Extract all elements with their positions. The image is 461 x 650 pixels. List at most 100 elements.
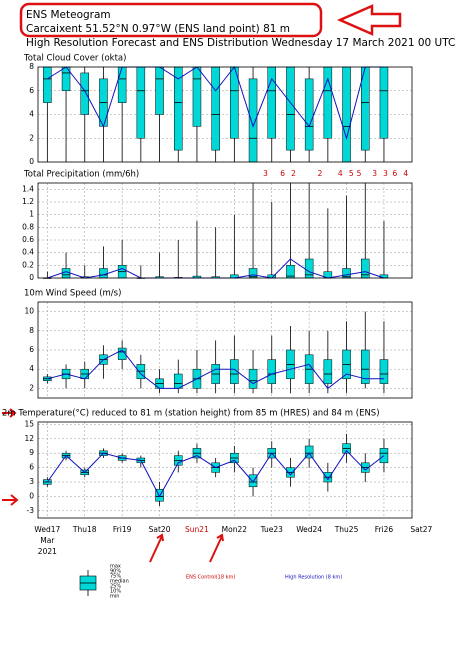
off-scale-label: 3 (263, 169, 268, 178)
box (61, 268, 71, 279)
plot-frame (37, 182, 413, 279)
box (43, 66, 52, 103)
x-tick-label: Wed17 (34, 525, 60, 534)
legend-box-label: 10% (110, 589, 121, 595)
off-scale-label: 5 (349, 169, 354, 178)
header-location: Carcaixent 51.52°N 0.97°W (ENS land poin… (26, 23, 290, 35)
y-tick-label: 0 (29, 157, 34, 166)
highlight-box (19, 2, 323, 38)
off-scale-label: 6 (392, 169, 397, 178)
box (230, 359, 239, 384)
x-tick-label: Fri26 (375, 525, 394, 534)
box (117, 347, 127, 360)
panel-title: 2m Temperature(°C) reduced to 81 m (stat… (2, 409, 380, 419)
y-tick-label: 0 (29, 491, 34, 500)
box (192, 66, 202, 127)
legend-box-label: median (110, 579, 129, 585)
x-sublabel: 2021 (38, 547, 57, 556)
legend-box-label: 90% (110, 569, 121, 575)
x-tick-label: Thu25 (334, 525, 359, 534)
y-tick-label: 0 (29, 273, 34, 282)
y-tick-label: 1.4 (22, 184, 34, 193)
x-tick-label: Tue23 (260, 525, 284, 534)
legend-box-label: 75% (110, 574, 121, 580)
box (248, 368, 258, 389)
y-tick-label: 2 (29, 133, 34, 142)
box (174, 373, 183, 389)
box (99, 268, 108, 279)
legend-hres: High Resolution (8 km) (285, 575, 342, 581)
box (174, 66, 183, 151)
box (211, 66, 220, 151)
y-tick-label: 0.8 (22, 222, 34, 231)
box (155, 66, 164, 115)
y-tick-label: 0.6 (22, 235, 34, 244)
y-tick-label: 10 (24, 307, 34, 316)
plot-area (38, 422, 412, 518)
off-scale-label: 3 (383, 169, 388, 178)
panel-title: Total Precipitation (mm/6h) (23, 170, 139, 180)
header-subtitle: High Resolution Forecast and ENS Distrib… (26, 37, 455, 49)
legend-box-label: max (110, 564, 121, 570)
y-tick-label: 1 (29, 210, 34, 219)
red-arrow (209, 533, 224, 563)
y-tick-label: 6 (29, 463, 34, 472)
plot-frame (37, 66, 413, 163)
red-arrow (2, 408, 17, 418)
y-tick-label: 8 (29, 326, 34, 335)
x-tick-label: Wed24 (296, 525, 322, 534)
x-tick-label: Mon22 (222, 525, 248, 534)
box (230, 66, 239, 139)
legend-control: ENS Control(18 km) (186, 575, 235, 581)
y-tick-label: 2 (29, 383, 34, 392)
box (267, 359, 276, 384)
plot-frame (37, 421, 413, 519)
off-scale-label: 4 (338, 169, 343, 178)
y-tick-label: 15 (24, 419, 34, 428)
y-tick-label: 1.2 (22, 197, 34, 206)
legend-box-label: min (110, 594, 119, 600)
y-tick-label: 4 (29, 364, 34, 373)
hres-line (47, 349, 384, 390)
red-arrow (336, 4, 402, 36)
x-tick-label: Sat20 (149, 525, 171, 534)
off-scale-label: 6 (280, 169, 285, 178)
box (155, 488, 164, 502)
red-arrow (2, 494, 19, 506)
off-scale-label: 4 (403, 169, 408, 178)
header-title: ENS Meteogram (26, 9, 111, 21)
off-scale-label: 3 (372, 169, 377, 178)
box (304, 78, 314, 151)
y-tick-label: 12 (24, 434, 34, 443)
y-tick-label: 6 (29, 86, 34, 95)
y-tick-label: 0.4 (22, 248, 34, 257)
x-tick-label: Sun21 (185, 525, 209, 534)
box (248, 474, 258, 488)
x-sublabel: Mar (40, 536, 55, 545)
box (286, 66, 295, 151)
y-tick-label: 9 (29, 448, 34, 457)
y-tick-label: 6 (29, 345, 34, 354)
hres-line (47, 65, 384, 141)
box (304, 445, 314, 459)
box (136, 66, 146, 139)
off-scale-label: 2 (318, 169, 323, 178)
box (379, 66, 389, 139)
legend (79, 570, 97, 596)
y-tick-label: 0.2 (22, 260, 34, 269)
box (342, 66, 351, 163)
box (136, 364, 146, 380)
x-tick-label: Sat27 (410, 525, 432, 534)
plot-area (38, 183, 412, 278)
panel-title: Total Cloud Cover (okta) (23, 54, 126, 64)
y-tick-label: 3 (29, 477, 34, 486)
box (267, 66, 276, 139)
red-arrow (149, 533, 164, 563)
hres-line (46, 450, 385, 498)
box (117, 66, 127, 103)
y-tick-label: 4 (29, 110, 34, 119)
off-scale-label: 2 (291, 169, 296, 178)
panel-title: 10m Wind Speed (m/s) (24, 289, 121, 299)
box (379, 448, 389, 464)
